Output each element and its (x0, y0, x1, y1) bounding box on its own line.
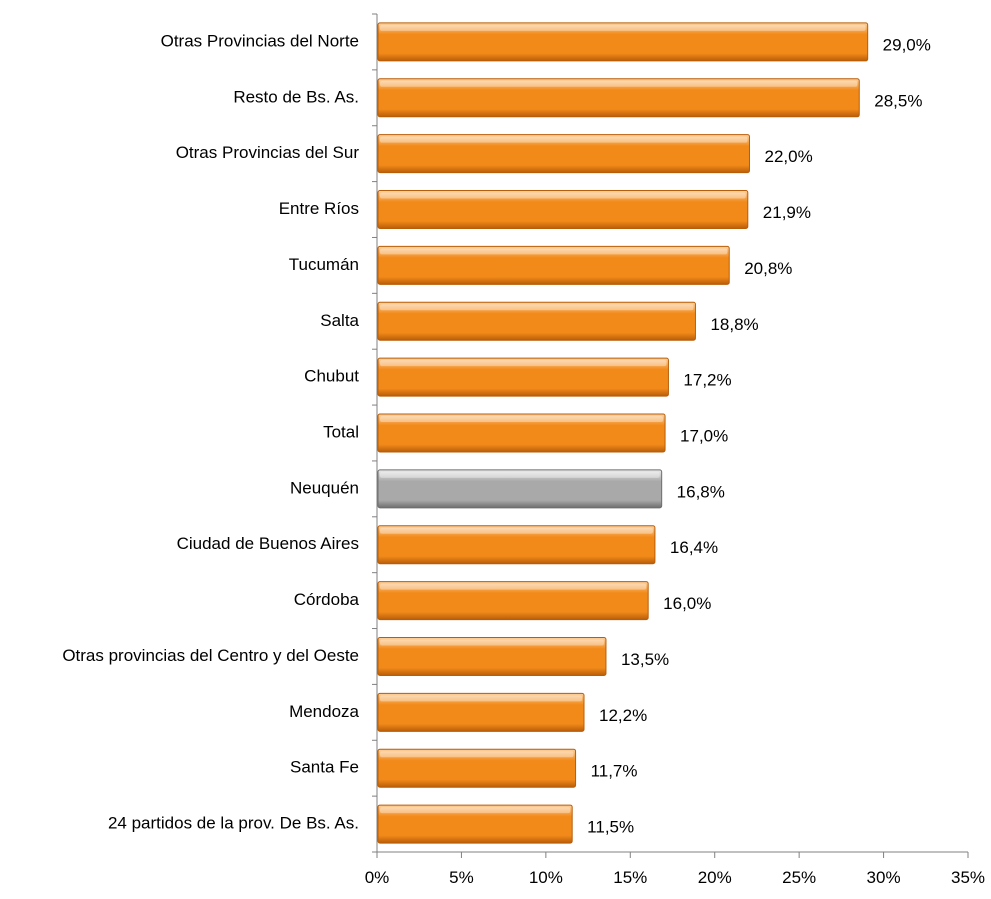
bar-shine-tucuman (380, 248, 728, 255)
bar-chubut (377, 357, 669, 397)
value-label-tucuman: 20,8% (744, 259, 792, 278)
category-label-otras-provincias-del-centro-y-del-oeste: Otras provincias del Centro y del Oeste (62, 646, 359, 665)
category-label-salta: Salta (320, 311, 359, 330)
bar-santa-fe (377, 748, 577, 788)
bar-otras-provincias-del-centro-y-del-oeste (377, 636, 607, 676)
bar-shine-otras-provincias-del-centro-y-del-oeste (380, 639, 604, 646)
category-label-cordoba: Córdoba (294, 590, 360, 609)
x-tick-label: 10% (529, 868, 563, 887)
x-tick-label: 35% (951, 868, 985, 887)
category-label-otras-provincias-del-sur: Otras Provincias del Sur (176, 143, 360, 162)
value-label-24-partidos-de-la-prov-de-bs-as: 11,5% (587, 818, 634, 837)
category-label-resto-de-bs-as: Resto de Bs. As. (233, 87, 359, 106)
category-label-entre-rios: Entre Ríos (279, 199, 359, 218)
bar-tucuman (377, 245, 730, 285)
bar-shine-entre-rios (380, 192, 746, 199)
bar-shine-cordoba (380, 583, 647, 590)
bar-shine-24-partidos-de-la-prov-de-bs-as (380, 807, 571, 814)
axes-layer (372, 13, 969, 858)
bar-cordoba (377, 581, 649, 621)
bar-24-partidos-de-la-prov-de-bs-as (377, 804, 573, 844)
bar-entre-rios (377, 190, 749, 230)
value-label-neuquen: 16,8% (677, 482, 725, 501)
value-label-santa-fe: 11,7% (591, 762, 638, 781)
bar-shine-resto-de-bs-as (380, 80, 858, 87)
bar-shine-mendoza (380, 695, 583, 702)
category-label-24-partidos-de-la-prov-de-bs-as: 24 partidos de la prov. De Bs. As. (108, 814, 359, 833)
bar-resto-de-bs-as (377, 78, 860, 118)
bar-total (377, 413, 666, 453)
bar-neuquen (377, 469, 663, 509)
value-label-total: 17,0% (680, 426, 728, 445)
value-label-salta: 18,8% (710, 315, 758, 334)
bar-shine-chubut (380, 360, 667, 367)
category-label-otras-provincias-del-norte: Otras Provincias del Norte (161, 31, 359, 50)
value-label-otras-provincias-del-sur: 22,0% (764, 147, 812, 166)
x-tick-label: 0% (365, 868, 390, 887)
bar-otras-provincias-del-sur (377, 134, 750, 174)
category-label-chubut: Chubut (304, 367, 359, 386)
bar-shine-otras-provincias-del-norte (380, 24, 866, 31)
bar-shine-ciudad-de-buenos-aires (380, 527, 653, 534)
bar-ciudad-de-buenos-aires (377, 525, 656, 565)
value-label-entre-rios: 21,9% (763, 203, 811, 222)
labels-layer: Otras Provincias del Norte 29,0% Resto de … (62, 31, 985, 887)
x-tick-label: 30% (867, 868, 901, 887)
value-label-ciudad-de-buenos-aires: 16,4% (670, 538, 718, 557)
category-label-mendoza: Mendoza (289, 702, 359, 721)
value-label-otras-provincias-del-norte: 29,0% (883, 35, 931, 54)
category-label-santa-fe: Santa Fe (290, 758, 359, 777)
bar-shine-neuquen (380, 471, 660, 478)
value-label-otras-provincias-del-centro-y-del-oeste: 13,5% (621, 650, 669, 669)
value-label-cordoba: 16,0% (663, 594, 711, 613)
category-label-neuquen: Neuquén (290, 478, 359, 497)
bar-mendoza (377, 692, 585, 732)
bars-layer (377, 22, 869, 844)
category-label-total: Total (323, 422, 359, 441)
bar-shine-otras-provincias-del-sur (380, 136, 748, 143)
bar-otras-provincias-del-norte (377, 22, 869, 62)
x-tick-label: 5% (449, 868, 474, 887)
x-tick-label: 20% (698, 868, 732, 887)
bar-shine-total (380, 416, 664, 422)
bar-salta (377, 301, 696, 341)
category-label-tucuman: Tucumán (289, 255, 359, 274)
bar-shine-santa-fe (380, 751, 574, 758)
value-label-mendoza: 12,2% (599, 706, 647, 725)
value-label-resto-de-bs-as: 28,5% (874, 91, 922, 110)
bar-shine-salta (380, 304, 694, 311)
category-label-ciudad-de-buenos-aires: Ciudad de Buenos Aires (177, 534, 359, 553)
x-tick-label: 25% (782, 868, 816, 887)
value-label-chubut: 17,2% (683, 371, 731, 390)
x-tick-label: 15% (613, 868, 647, 887)
